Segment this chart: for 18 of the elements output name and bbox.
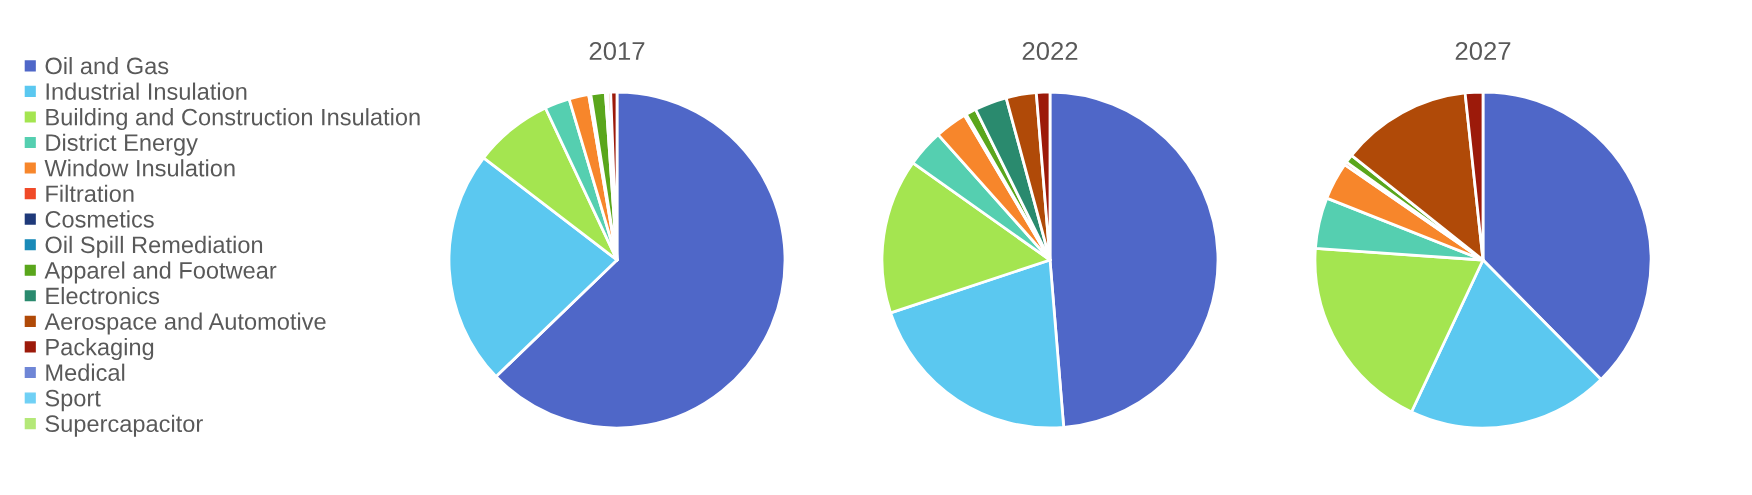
legend-label: Electronics (46, 286, 160, 305)
legend-label: Building and Construction Insulation (46, 108, 420, 131)
legend-label: Sport (45, 389, 101, 412)
legend-label: Supercapacitor (45, 414, 203, 437)
legend-label: District Energy (46, 133, 198, 156)
legend-label: Industrial Insulation (46, 82, 247, 100)
legend-label: Oil and Gas (45, 57, 169, 75)
legend-label: Apparel and Footwear (44, 261, 277, 284)
legend-label: Filtration (46, 184, 134, 203)
chart-title: 2017 (589, 41, 645, 61)
legend-label: Cosmetics (45, 210, 154, 228)
legend-label: Medical (46, 363, 125, 381)
chart-title: 2027 (1455, 41, 1511, 61)
legend-label: Window Insulation (44, 159, 235, 177)
legend-label: Packaging (46, 338, 154, 361)
legend-label: Oil Spill Remediation (45, 235, 263, 258)
chart-title: 2022 (1022, 41, 1078, 61)
legend-label: Aerospace and Automotive (44, 312, 326, 335)
